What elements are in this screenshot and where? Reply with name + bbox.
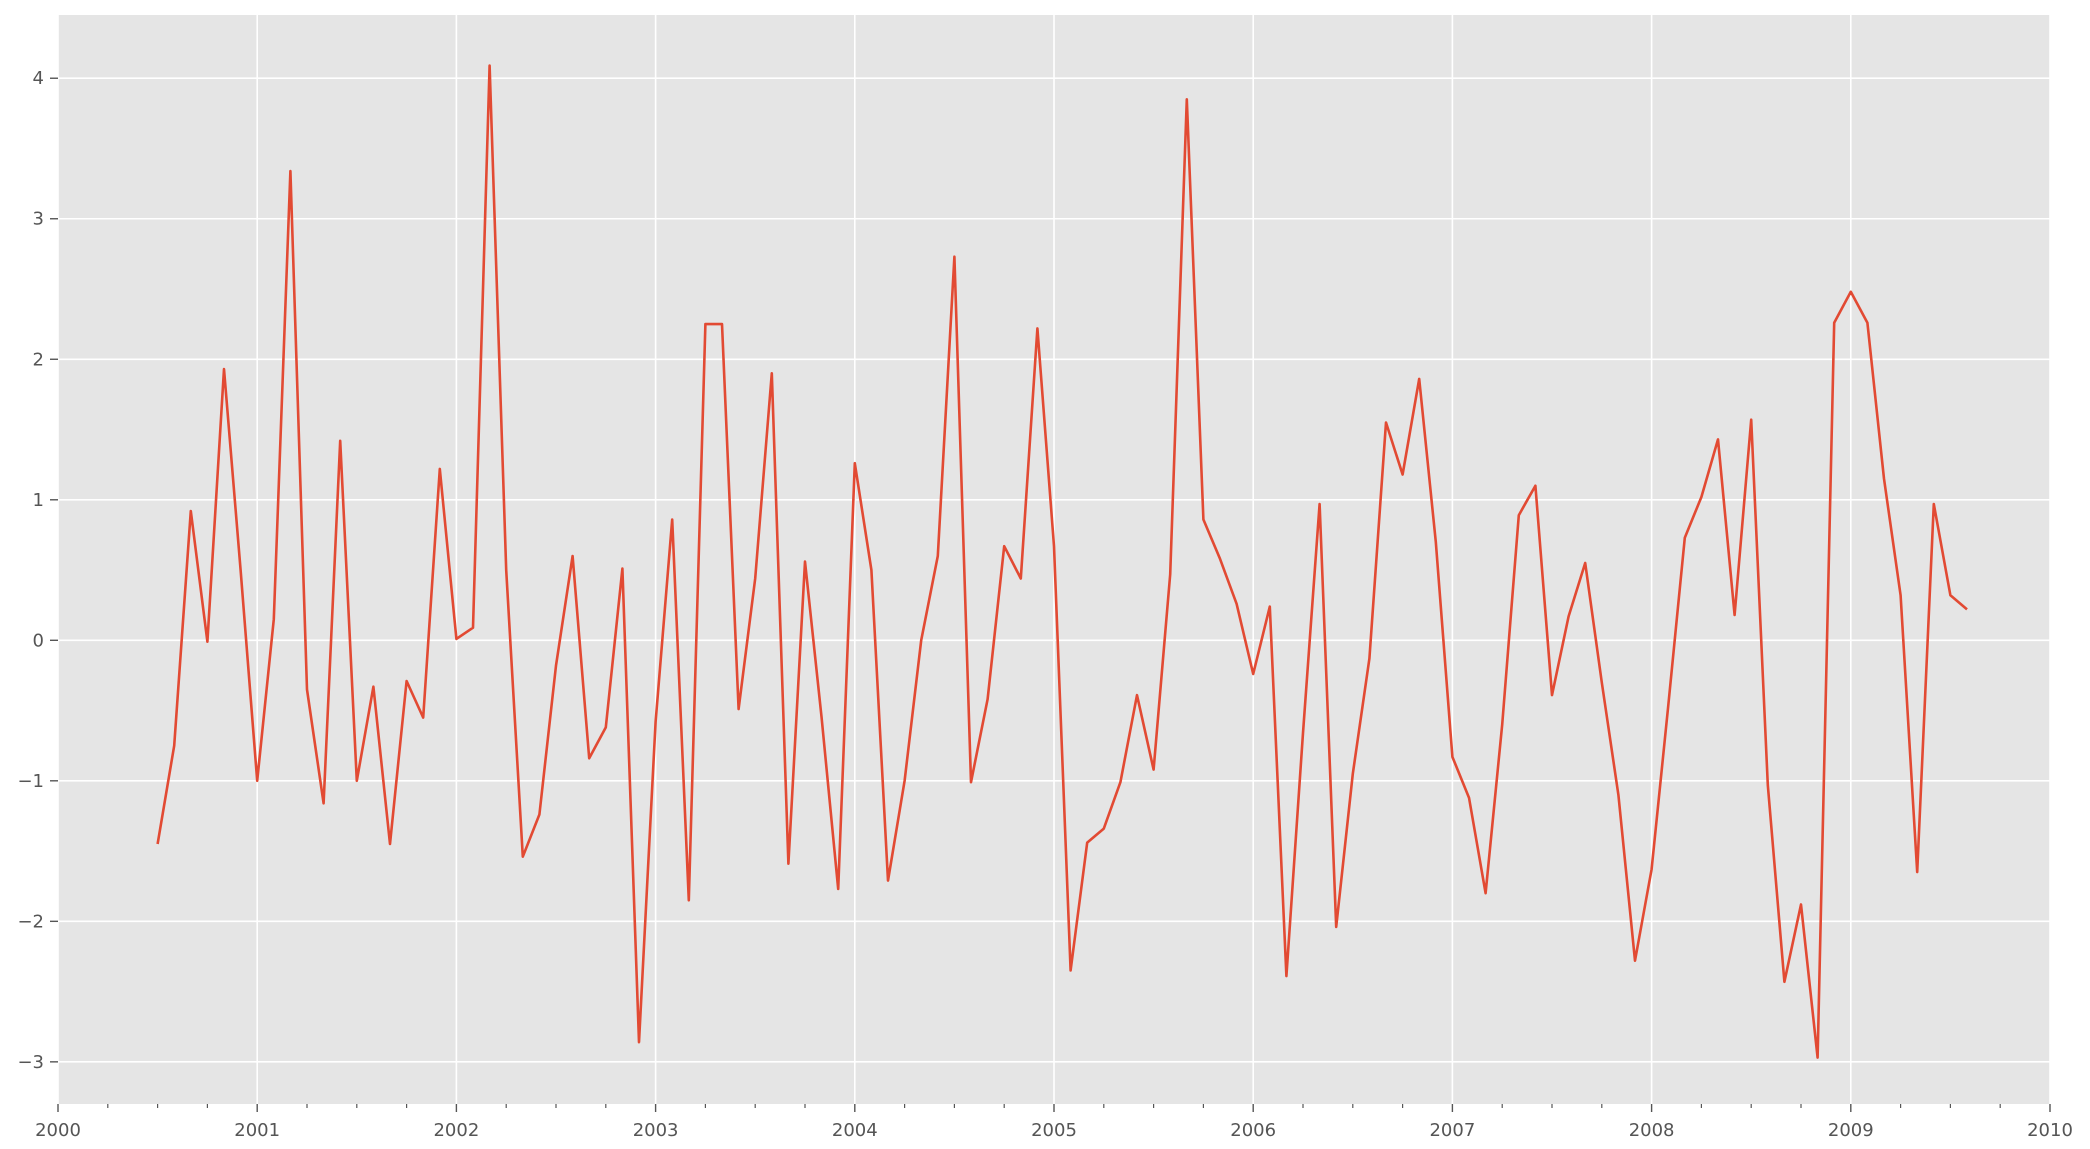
- x-tick-label-2008: 2008: [1629, 1120, 1675, 1141]
- y-tick-label-0: −3: [17, 1052, 44, 1073]
- y-tick-label-4: 1: [33, 490, 44, 511]
- tick-labels: 2000 2001 2002 2003 2004 2005 2006 2007 2008 2009…: [17, 68, 2072, 1141]
- y-tick-label-6: 3: [33, 209, 44, 230]
- y-tick-label-1: −2: [17, 911, 44, 932]
- x-tick-label-2001: 2001: [234, 1120, 280, 1141]
- x-tick-label-2000: 2000: [35, 1120, 81, 1141]
- x-tick-label-2007: 2007: [1429, 1120, 1475, 1141]
- x-tick-label-2006: 2006: [1230, 1120, 1276, 1141]
- y-tick-label-5: 2: [33, 349, 44, 370]
- series-lines: [156, 64, 1968, 1059]
- series-line-0: [156, 64, 1968, 1059]
- x-tick-label-2004: 2004: [832, 1120, 878, 1141]
- axis-ticks: [50, 77, 2051, 1112]
- y-tick-label-2: −1: [17, 771, 44, 792]
- x-tick-label-2010: 2010: [2027, 1120, 2073, 1141]
- x-tick-label-2009: 2009: [1828, 1120, 1874, 1141]
- y-tick-label-7: 4: [33, 68, 44, 89]
- grid-lines: [57, 15, 2051, 1104]
- x-tick-label-2002: 2002: [433, 1120, 479, 1141]
- y-tick-label-3: 0: [33, 630, 44, 651]
- x-tick-label-2005: 2005: [1031, 1120, 1077, 1141]
- x-tick-label-2003: 2003: [633, 1120, 679, 1141]
